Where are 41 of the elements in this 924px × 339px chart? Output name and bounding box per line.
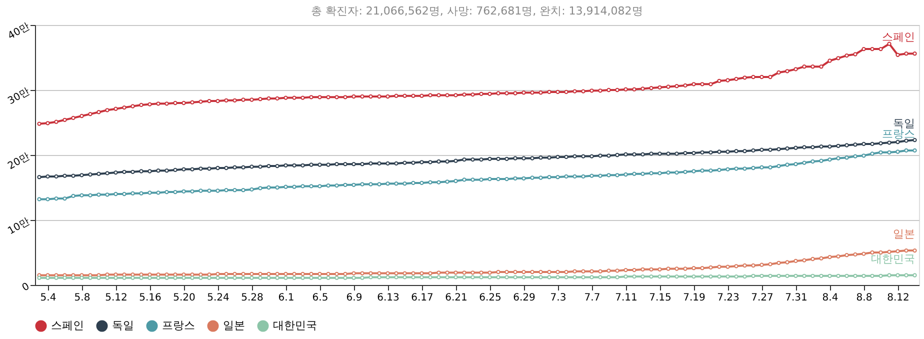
x-tick-label: 5.20 bbox=[173, 292, 196, 304]
x-tick-label: 5.12 bbox=[105, 292, 128, 304]
y-tick-label: 30만 bbox=[6, 86, 32, 108]
x-tick-label: 6.29 bbox=[513, 292, 536, 304]
legend-label: 일본 bbox=[223, 319, 245, 332]
x-tick-label: 7.31 bbox=[785, 292, 808, 304]
x-tick-label: 6.5 bbox=[312, 292, 328, 304]
x-tick-label: 5.28 bbox=[241, 292, 264, 304]
x-tick-label: 6.9 bbox=[346, 292, 362, 304]
chart-subtitle: 총 확진자: 21,066,562명, 사망: 762,681명, 완치: 13,914,082명 bbox=[311, 4, 643, 18]
x-tick-label: 8.8 bbox=[856, 292, 872, 304]
x-tick-label: 6.25 bbox=[479, 292, 502, 304]
x-tick-label: 7.23 bbox=[717, 292, 740, 304]
y-tick-label: 20만 bbox=[6, 151, 32, 172]
y-tick-label: 10만 bbox=[6, 216, 32, 238]
text: 일본 bbox=[892, 228, 915, 241]
x-tick-label: 5.24 bbox=[207, 292, 230, 304]
x-tick-label: 8.12 bbox=[887, 292, 910, 304]
text: 독일 bbox=[892, 117, 915, 130]
y-tick-label: 0 bbox=[20, 281, 32, 294]
x-tick-label: 5.8 bbox=[74, 292, 90, 304]
legend-label: 대한민국 bbox=[273, 319, 317, 332]
x-tick-label: 6.1 bbox=[278, 292, 294, 304]
legend-label: 독일 bbox=[112, 319, 134, 332]
text: 스페인 bbox=[882, 30, 915, 44]
x-tick-label: 5.16 bbox=[139, 292, 162, 304]
x-tick-label: 6.21 bbox=[445, 292, 468, 304]
x-tick-label: 6.17 bbox=[411, 292, 434, 304]
x-tick-label: 7.27 bbox=[751, 292, 774, 304]
legend-label: 스페인 bbox=[51, 319, 84, 332]
x-tick-label: 6.13 bbox=[377, 292, 400, 304]
x-tick-label: 7.7 bbox=[584, 292, 600, 304]
x-tick-label: 7.11 bbox=[615, 292, 638, 304]
x-tick-label: 7.3 bbox=[550, 292, 566, 304]
text: 대한민국 bbox=[870, 252, 915, 266]
legend-label: 프랑스 bbox=[162, 319, 195, 332]
x-tick-label: 8.4 bbox=[822, 292, 838, 304]
y-tick-label: 40만 bbox=[6, 21, 32, 42]
x-tick-label: 7.19 bbox=[683, 292, 706, 304]
x-tick-label: 5.4 bbox=[40, 292, 56, 304]
x-tick-label: 7.15 bbox=[649, 292, 672, 304]
